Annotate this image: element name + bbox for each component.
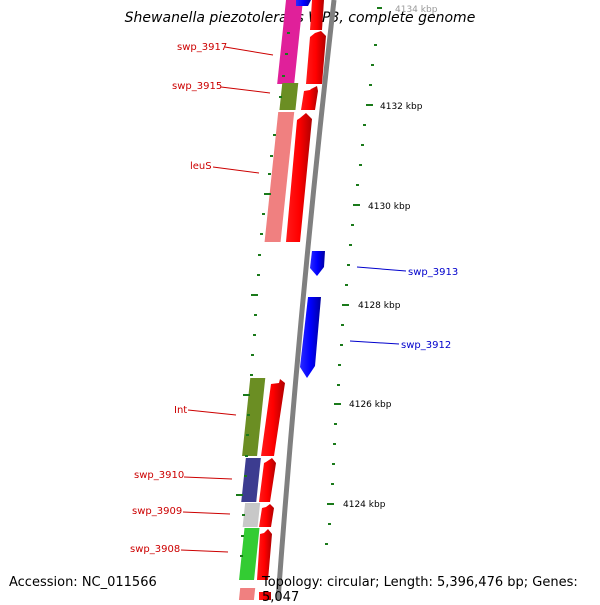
cog-bar-swp_3915[interactable]: [279, 83, 299, 110]
left-gene-labels: swp_3917 swp_3915 leuS Int swp_3910 swp_…: [130, 42, 274, 555]
gene-arrow-swp_3912[interactable]: [300, 297, 321, 378]
gene-arrow-bottom: [259, 592, 271, 600]
accession-text: Accession: NC_011566: [9, 575, 157, 590]
right-gene-labels: swp_3913 swp_3912: [349, 266, 458, 351]
gene-label-leuS[interactable]: leuS: [190, 161, 212, 172]
gene-arrow-swp_3910[interactable]: [259, 458, 276, 502]
cog-bar-Int[interactable]: [242, 378, 266, 456]
gene-arrow-Int[interactable]: [261, 379, 285, 456]
gene-arrow-swp_3908[interactable]: [257, 529, 272, 580]
gene-label-Int[interactable]: Int: [174, 405, 187, 416]
cog-bar-swp_3910[interactable]: [241, 458, 261, 502]
gene-arrow-swp_3913[interactable]: [310, 251, 325, 276]
gene-arrow-top: [296, 0, 311, 6]
gene-label-swp_3913[interactable]: swp_3913: [408, 267, 458, 278]
cog-bar-leuS[interactable]: [264, 112, 295, 242]
kbp-label-4126: 4126 kbp: [349, 400, 392, 410]
cog-bar-swp_3909[interactable]: [242, 503, 261, 527]
gene-arrow-swp_3918[interactable]: [310, 0, 324, 30]
gene-label-swp_3912[interactable]: swp_3912: [401, 340, 451, 351]
kbp-label-4132: 4132 kbp: [380, 102, 423, 112]
gene-arrow-swp_3917[interactable]: [306, 31, 326, 84]
gene-arrow-swp_3909[interactable]: [259, 504, 274, 527]
gene-arrow-swp_3915[interactable]: [301, 86, 318, 110]
gene-label-swp_3909[interactable]: swp_3909: [132, 506, 182, 517]
kbp-label-4130: 4130 kbp: [368, 202, 411, 212]
gene-arrow-leuS[interactable]: [286, 113, 312, 242]
topology-text: Topology: circular; Length: 5,396,476 bp…: [262, 575, 578, 605]
kbp-label-4128: 4128 kbp: [358, 301, 401, 311]
backbone-line: [275, 0, 337, 600]
cog-bar-bottom: [238, 588, 256, 600]
kbp-label-top: 4134 kbp: [395, 5, 438, 15]
cog-bar-swp_3917[interactable]: [277, 0, 303, 84]
right-ticks: [325, 7, 382, 545]
gene-label-swp_3908[interactable]: swp_3908: [130, 544, 180, 555]
left-ticks: [236, 32, 290, 557]
gene-label-swp_3910[interactable]: swp_3910: [134, 470, 184, 481]
gene-label-swp_3915[interactable]: swp_3915: [172, 81, 222, 92]
kbp-label-4124: 4124 kbp: [343, 500, 386, 510]
gene-label-swp_3917[interactable]: swp_3917: [177, 42, 227, 53]
cog-bar-swp_3908[interactable]: [239, 528, 260, 580]
